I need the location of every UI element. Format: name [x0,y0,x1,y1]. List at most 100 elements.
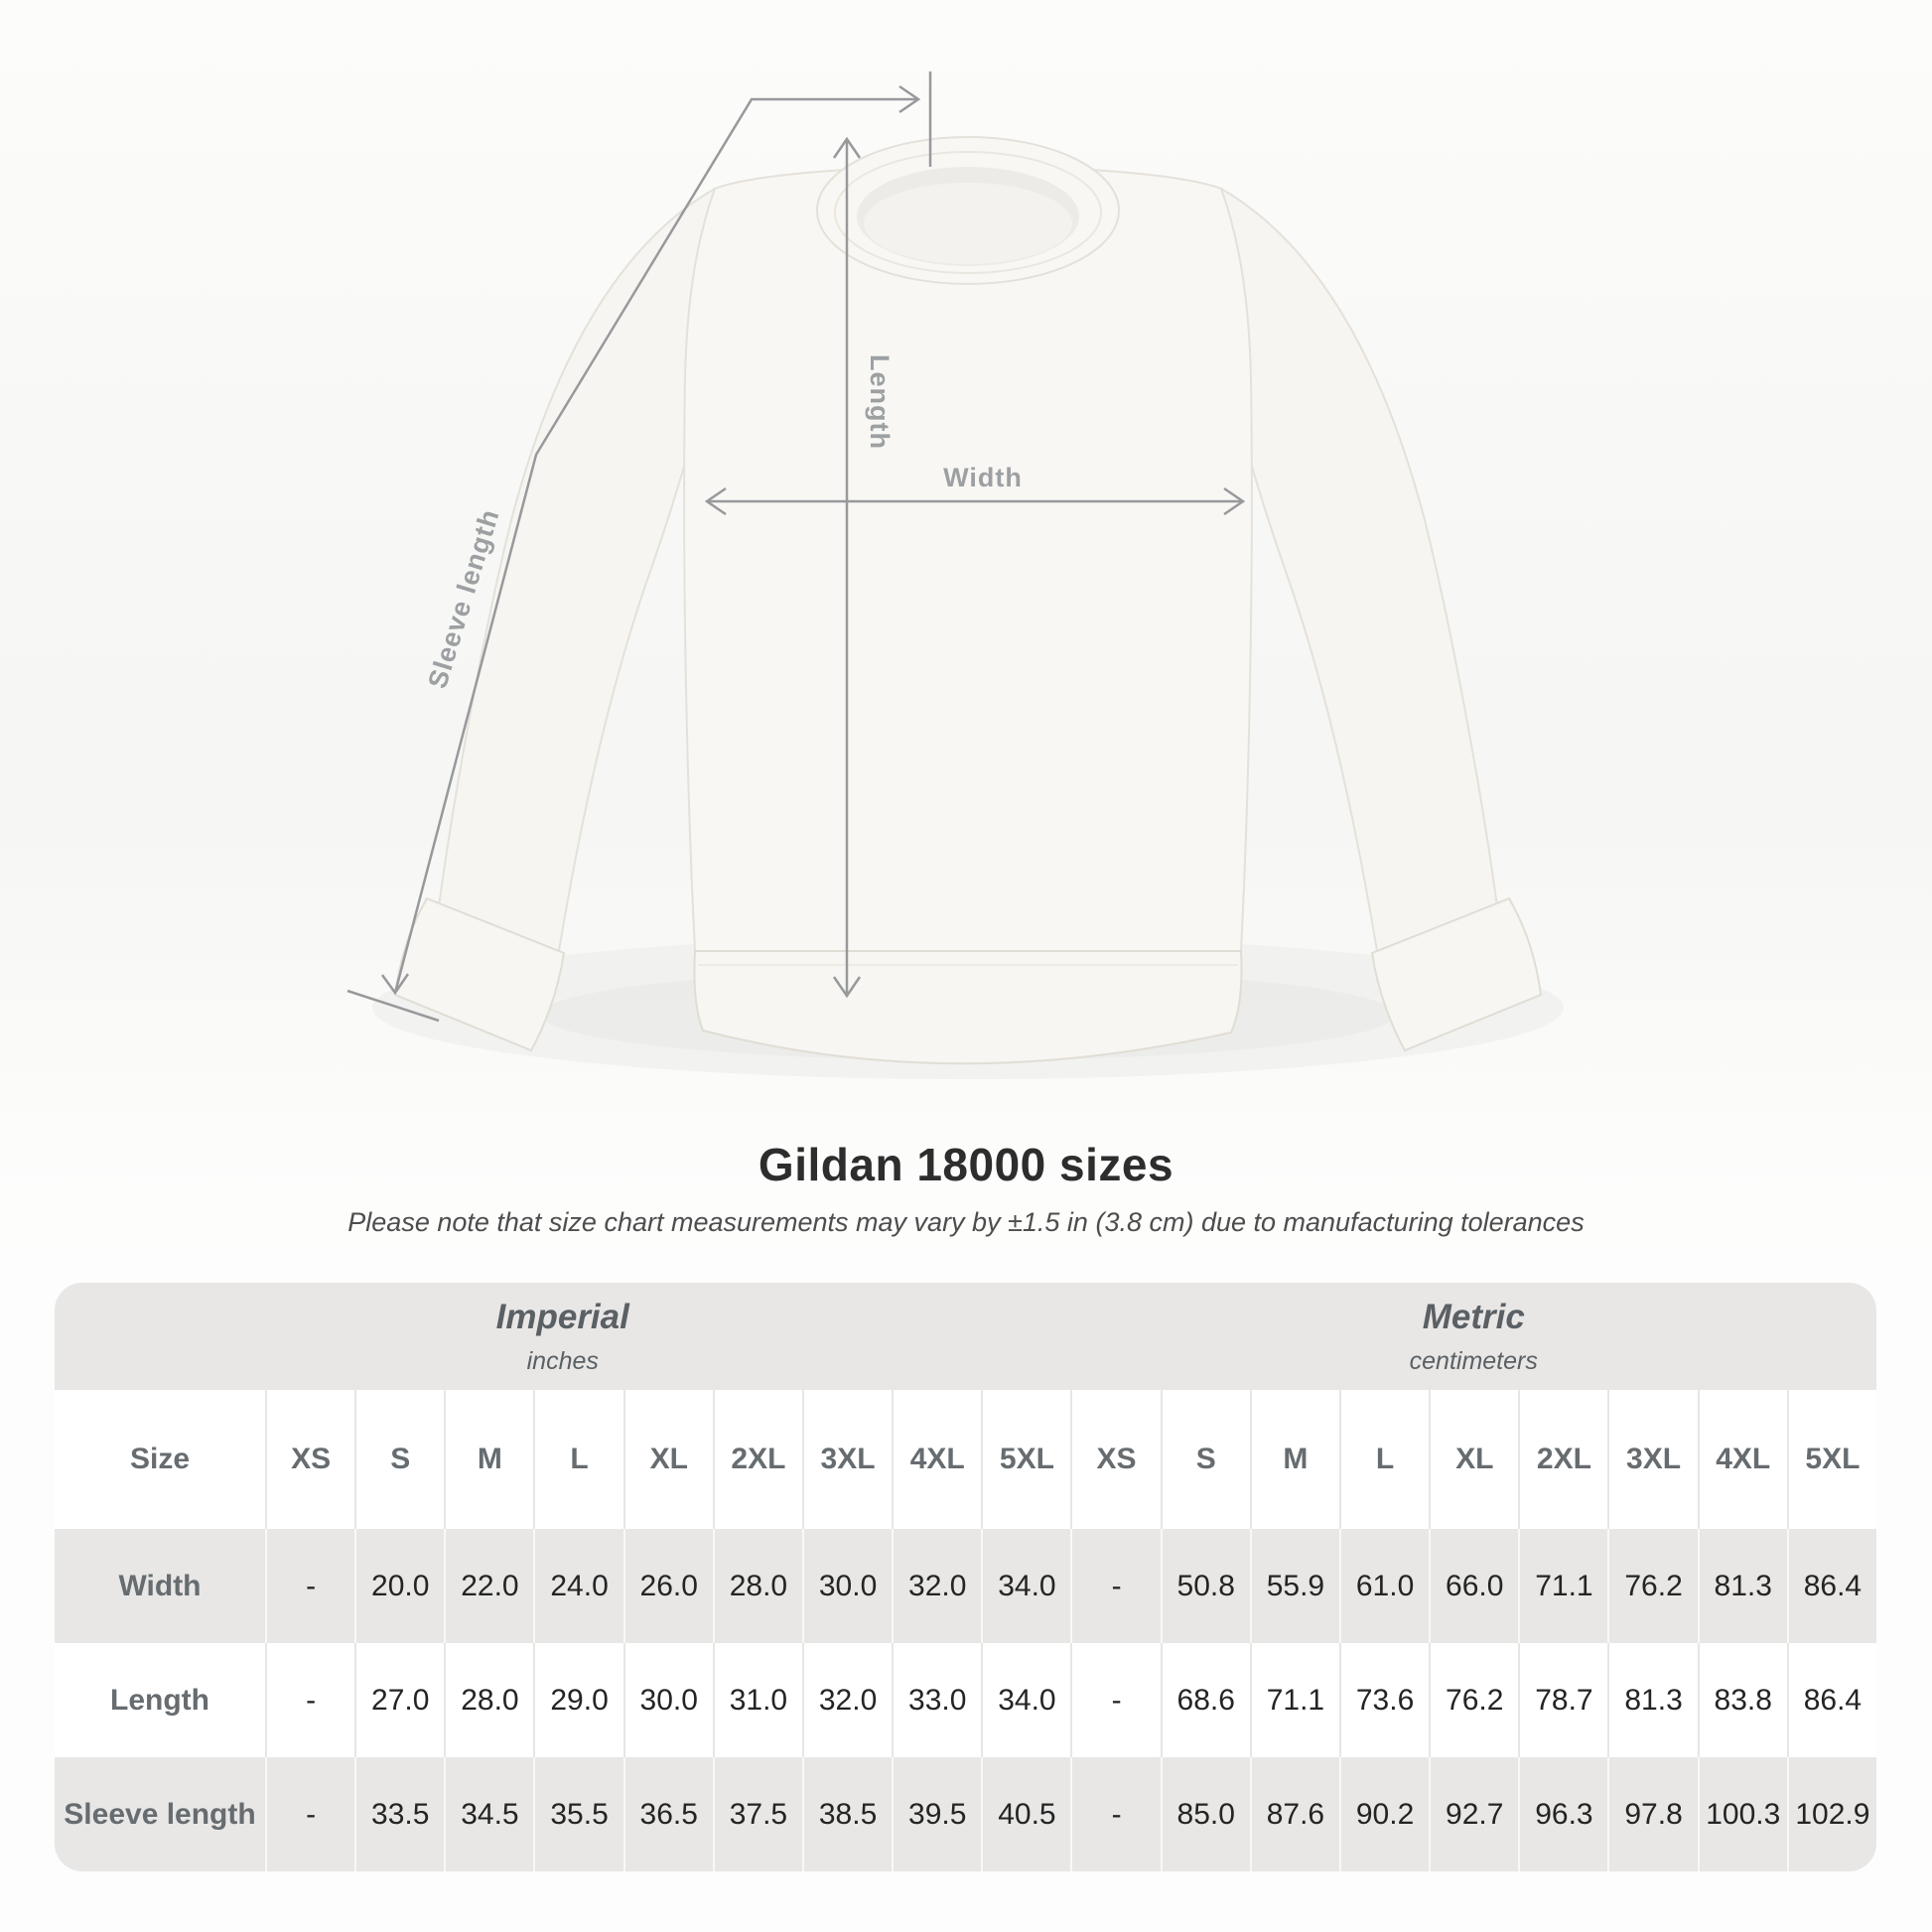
table-cell: 26.0 [622,1529,713,1643]
imperial-label: Imperial [495,1297,629,1336]
size-col-header: XL [622,1390,713,1529]
table-cell: 33.0 [892,1643,981,1757]
length-measurement-label: Length [865,354,895,450]
left-sleeve [435,187,717,971]
right-sleeve [1219,187,1501,971]
table-cell: 86.4 [1786,1529,1876,1643]
table-cell: 61.0 [1338,1529,1429,1643]
size-table: Imperial inches Metric centimeters Size … [55,1283,1876,1871]
metric-sublabel: centimeters [1409,1346,1538,1375]
table-cell: 30.0 [622,1643,713,1757]
row-label: Length [110,1683,209,1717]
size-col-header: M [444,1390,533,1529]
table-cell: 96.3 [1518,1757,1607,1871]
table-cell: 55.9 [1249,1529,1339,1643]
waistband [693,950,1243,1065]
sweatshirt-measurement-diagram: Length Width Sleeve length [0,0,1932,1251]
table-cell: 81.3 [1697,1529,1787,1643]
table-cell: 85.0 [1160,1757,1250,1871]
table-cell: 32.0 [892,1529,981,1643]
table-cell: 33.5 [354,1757,444,1871]
length-row: Length - 27.0 28.0 29.0 30.0 31.0 32.0 3… [55,1643,1876,1757]
unit-header-row: Imperial inches Metric centimeters [55,1283,1876,1390]
right-cuff [1370,897,1543,1052]
metric-label: Metric [1422,1297,1525,1336]
table-cell: 22.0 [444,1529,533,1643]
size-col-header: L [1338,1390,1429,1529]
table-cell: 76.2 [1429,1643,1518,1757]
table-cell: 66.0 [1429,1529,1518,1643]
table-cell: - [1070,1643,1160,1757]
row-label: Sleeve length [64,1797,256,1831]
imperial-sublabel: inches [526,1346,599,1375]
collar-seam [834,151,1102,274]
body-panel [683,165,1253,952]
size-col-header: XS [265,1390,354,1529]
sleeve-length-measure-arrow [346,71,932,1023]
sweatshirt-illustration [346,71,1564,1079]
table-cell: 102.9 [1786,1757,1876,1871]
collar-inside-back [864,183,1072,264]
table-cell: 28.0 [712,1529,802,1643]
size-col-header: S [1160,1390,1250,1529]
table-cell: 30.0 [801,1529,892,1643]
table-cell: 38.5 [801,1757,892,1871]
size-col-header: 5XL [1786,1390,1876,1529]
size-col-header: L [533,1390,622,1529]
table-cell: 71.1 [1249,1643,1339,1757]
table-cell: 68.6 [1160,1643,1250,1757]
table-cell: 71.1 [1518,1529,1607,1643]
table-cell: 100.3 [1697,1757,1787,1871]
size-col-header: XS [1070,1390,1160,1529]
table-cell: - [265,1529,354,1643]
table-cell: 34.0 [981,1643,1070,1757]
size-col-header: S [354,1390,444,1529]
width-measurement-label: Width [943,463,1023,492]
table-cell: 50.8 [1160,1529,1250,1643]
size-col-header: 2XL [1518,1390,1607,1529]
size-col-header: M [1249,1390,1339,1529]
width-row: Width - 20.0 22.0 24.0 26.0 28.0 30.0 32… [55,1529,1876,1643]
length-measure-arrow [832,136,862,999]
title-block: Gildan 18000 sizes Please note that size… [0,1138,1932,1238]
table-cell: 34.5 [444,1757,533,1871]
table-cell: 39.5 [892,1757,981,1871]
size-col-header: 5XL [981,1390,1070,1529]
size-header-row: Size XS S M L XL 2XL 3XL 4XL 5XL XS S M … [55,1390,1876,1529]
size-col-header: 2XL [712,1390,802,1529]
table-cell: 76.2 [1607,1529,1697,1643]
size-col-header: 3XL [1607,1390,1697,1529]
table-cell: 40.5 [981,1757,1070,1871]
table-cell: 73.6 [1338,1643,1429,1757]
table-cell: 37.5 [712,1757,802,1871]
table-cell: 81.3 [1607,1643,1697,1757]
table-cell: - [265,1757,354,1871]
table-cell: 29.0 [533,1643,622,1757]
table-cell: 32.0 [801,1643,892,1757]
table-cell: - [265,1643,354,1757]
table-cell: 28.0 [444,1643,533,1757]
table-cell: - [1070,1529,1160,1643]
size-col-header: 3XL [801,1390,892,1529]
table-cell: 34.0 [981,1529,1070,1643]
width-measure-arrow [704,486,1246,516]
page-title: Gildan 18000 sizes [758,1139,1174,1190]
size-col-header: 4XL [1697,1390,1787,1529]
table-cell: 92.7 [1429,1757,1518,1871]
size-column-title: Size [129,1443,191,1475]
size-col-header: XL [1429,1390,1518,1529]
table-cell: 20.0 [354,1529,444,1643]
table-cell: 90.2 [1338,1757,1429,1871]
sleeve-length-row: Sleeve length - 33.5 34.5 35.5 36.5 37.5… [55,1757,1876,1871]
imperial-unit-header: Imperial inches [55,1283,1071,1390]
row-label: Width [118,1569,202,1602]
size-col-header: 4XL [892,1390,981,1529]
table-cell: 86.4 [1786,1643,1876,1757]
table-cell: 78.7 [1518,1643,1607,1757]
table-cell: 35.5 [533,1757,622,1871]
table-cell: - [1070,1757,1160,1871]
table-cell: 31.0 [712,1643,802,1757]
table-cell: 83.8 [1697,1643,1787,1757]
metric-unit-header: Metric centimeters [1071,1283,1877,1390]
table-cell: 24.0 [533,1529,622,1643]
